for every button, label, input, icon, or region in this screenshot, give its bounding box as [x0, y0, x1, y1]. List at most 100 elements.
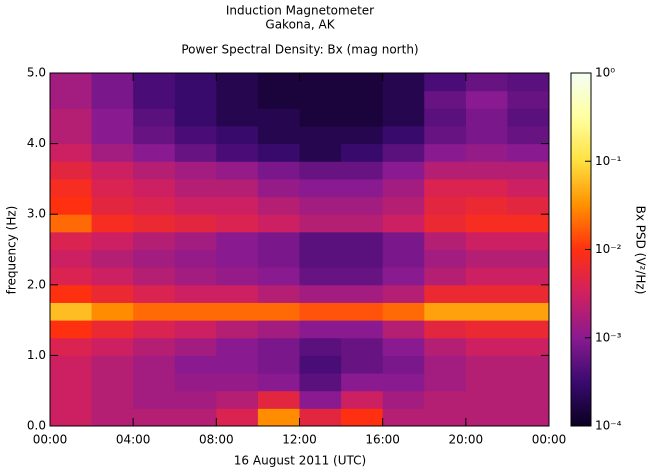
- heatmap-cell: [174, 143, 217, 162]
- heatmap-cell: [50, 214, 93, 233]
- heatmap-cell: [216, 161, 259, 180]
- colorbar-tick-label: 10⁰: [595, 66, 615, 80]
- heatmap-cell: [133, 231, 176, 250]
- y-tick-label: 5.0: [27, 66, 46, 80]
- heatmap-cell: [424, 267, 467, 286]
- heatmap-cell: [465, 355, 508, 374]
- heatmap-cell: [133, 108, 176, 127]
- heatmap-cell: [257, 73, 300, 92]
- heatmap-cell: [341, 337, 384, 356]
- chart-title: Induction Magnetometer: [226, 4, 374, 18]
- heatmap-cell: [50, 408, 93, 427]
- heatmap-cell: [174, 373, 217, 392]
- colorbar-tick-label: 10⁻⁴: [595, 419, 622, 433]
- heatmap-cell: [257, 125, 300, 145]
- heatmap-cell: [257, 231, 300, 250]
- heatmap-cell: [91, 73, 134, 92]
- heatmap-cell: [507, 73, 550, 92]
- heatmap-cell: [257, 390, 300, 409]
- heatmap-cell: [133, 408, 176, 427]
- heatmap-cell: [299, 320, 342, 339]
- heatmap-cell: [174, 90, 217, 109]
- heatmap-cell: [382, 196, 425, 215]
- heatmap-cell: [216, 284, 259, 303]
- heatmap-cell: [216, 249, 259, 268]
- heatmap-cell: [424, 143, 467, 162]
- heatmap-cell: [174, 125, 217, 145]
- colorbar-tick-label: 10⁻¹: [595, 154, 622, 168]
- heatmap-cell: [50, 143, 93, 162]
- colorbar-tick-label: 10⁻³: [595, 330, 622, 344]
- heatmap-cell: [257, 108, 300, 127]
- heatmap-cell: [507, 214, 550, 233]
- heatmap-cell: [424, 90, 467, 109]
- heatmap-cell: [216, 337, 259, 356]
- heatmap-cell: [257, 408, 300, 427]
- heatmap-cell: [174, 249, 217, 268]
- heatmap-cell: [257, 373, 300, 392]
- heatmap-cell: [382, 355, 425, 374]
- heatmap-cell: [299, 284, 342, 303]
- heatmap-cell: [382, 337, 425, 356]
- x-tick-label: 04:00: [116, 433, 151, 447]
- heatmap-cell: [91, 125, 134, 145]
- heatmap-cell: [465, 284, 508, 303]
- heatmap-cell: [341, 90, 384, 109]
- colorbar-tick-label: 10⁻²: [595, 242, 622, 256]
- heatmap-cell: [257, 214, 300, 233]
- heatmap-cell: [507, 337, 550, 356]
- heatmap-cell: [216, 390, 259, 409]
- heatmap-cell: [50, 320, 93, 339]
- heatmap-cell: [133, 302, 176, 321]
- heatmap-cell: [465, 73, 508, 92]
- heatmap-cell: [382, 73, 425, 92]
- heatmap-cell: [257, 337, 300, 356]
- heatmap-cell: [424, 108, 467, 127]
- heatmap-cell: [216, 408, 259, 427]
- heatmap-cell: [50, 373, 93, 392]
- heatmap-cell: [299, 108, 342, 127]
- heatmap-cell: [424, 249, 467, 268]
- heatmap-cell: [465, 249, 508, 268]
- heatmap-cell: [341, 284, 384, 303]
- heatmap-cell: [50, 108, 93, 127]
- heatmap-cell: [133, 337, 176, 356]
- y-tick-label: 3.0: [27, 207, 46, 221]
- heatmap-cell: [341, 355, 384, 374]
- heatmap-cell: [133, 143, 176, 162]
- heatmap-cell: [50, 178, 93, 198]
- heatmap-cell: [257, 249, 300, 268]
- heatmap-cell: [465, 143, 508, 162]
- heatmap-cell: [174, 267, 217, 286]
- heatmap-cell: [91, 214, 134, 233]
- heatmap-cell: [174, 408, 217, 427]
- x-tick-label: 12:00: [282, 433, 317, 447]
- heatmap-cell: [174, 355, 217, 374]
- heatmap-cell: [216, 267, 259, 286]
- heatmap-cell: [50, 390, 93, 409]
- heatmap-cell: [341, 125, 384, 145]
- heatmap-cell: [174, 214, 217, 233]
- heatmap-cell: [91, 161, 134, 180]
- heatmap-cell: [507, 125, 550, 145]
- heatmap-cell: [133, 178, 176, 198]
- heatmap-cell: [424, 73, 467, 92]
- heatmap-cell: [174, 161, 217, 180]
- x-tick-label: 00:00: [33, 433, 68, 447]
- heatmap-cell: [216, 108, 259, 127]
- heatmap-cell: [341, 408, 384, 427]
- heatmap-cell: [133, 284, 176, 303]
- heatmap-cell: [133, 320, 176, 339]
- heatmap-cell: [91, 196, 134, 215]
- heatmap-cell: [465, 196, 508, 215]
- heatmap-cell: [174, 320, 217, 339]
- heatmap-cell: [465, 267, 508, 286]
- heatmap-cell: [133, 161, 176, 180]
- heatmap-cell: [465, 90, 508, 109]
- heatmap-cell: [299, 73, 342, 92]
- heatmap-cell: [507, 355, 550, 374]
- heatmap-cell: [174, 231, 217, 250]
- heatmap-cell: [382, 90, 425, 109]
- heatmap-cell: [424, 408, 467, 427]
